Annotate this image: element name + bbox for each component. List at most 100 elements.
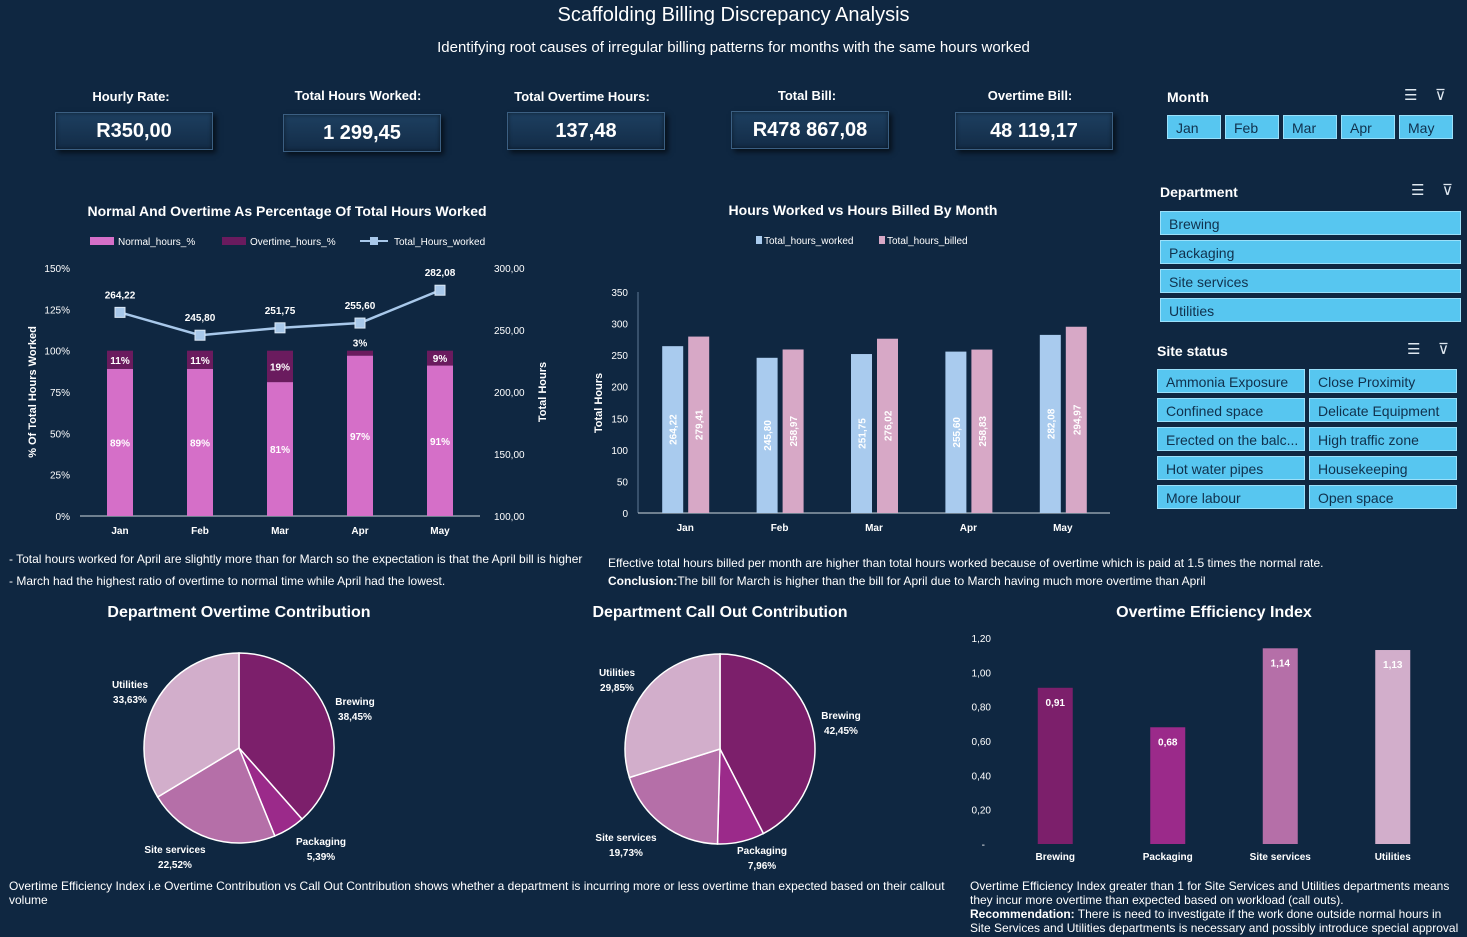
bar-normal xyxy=(187,368,213,516)
x-tick-label: Feb xyxy=(191,526,209,537)
x-tick-label: Jan xyxy=(677,523,694,534)
bar-hours-worked xyxy=(662,346,684,513)
site-status-delicate-equipment[interactable]: Delicate Equipment xyxy=(1309,398,1457,422)
department-slicer-utilities[interactable]: Utilities xyxy=(1160,298,1461,322)
multi-select-icon[interactable]: ☰ xyxy=(1407,341,1421,358)
callout-pie-chart: Brewing 42,45% Packaging 7,96% Site services… xyxy=(595,653,861,872)
callout-pie-title: Department Call Out Contribution xyxy=(592,604,848,621)
clear-filter-icon[interactable]: ⊽ xyxy=(1435,87,1446,104)
data-label: 0,68 xyxy=(1158,737,1178,748)
department-slicer-title: Department xyxy=(1160,184,1238,200)
x-tick-label: Mar xyxy=(271,526,289,537)
data-label: 251,75 xyxy=(858,418,869,449)
bar-normal xyxy=(107,368,133,516)
month-slicer-feb[interactable]: Feb xyxy=(1225,115,1279,139)
y-tick-label: 25% xyxy=(50,471,70,482)
legend-label: Total_Hours_worked xyxy=(394,237,485,248)
department-slicer-packaging[interactable]: Packaging xyxy=(1160,240,1461,264)
billed-chart-title: Hours Worked vs Hours Billed By Month xyxy=(728,202,998,218)
site-status-high-traffic-zone[interactable]: High traffic zone xyxy=(1309,427,1457,451)
y-tick-label: 0 xyxy=(622,509,628,520)
x-tick-label: May xyxy=(430,526,450,537)
bar-efficiency xyxy=(1262,648,1298,844)
y2-tick-label: 150,00 xyxy=(494,450,525,461)
bar-hours-billed xyxy=(782,349,804,513)
data-label: 255,60 xyxy=(952,417,963,448)
y-tick-label: 125% xyxy=(44,305,70,316)
note-recommendation: Overtime Efficiency Index greater than 1… xyxy=(970,879,1460,937)
y-tick-label: 150% xyxy=(44,264,70,275)
bar-hours-worked xyxy=(851,354,872,513)
data-label: 0,91 xyxy=(1046,698,1066,709)
data-label-normal: 89% xyxy=(110,438,130,449)
pie-slice-name: Site services xyxy=(595,833,657,844)
legend-label: Total_hours_worked xyxy=(764,236,854,247)
x-tick-label: Jan xyxy=(111,526,128,537)
pie-slice xyxy=(238,652,335,821)
note-efficiency: Overtime Efficiency Index i.e Overtime C… xyxy=(9,879,945,907)
conclusion-label: Conclusion: xyxy=(608,574,678,588)
month-slicer-apr[interactable]: Apr xyxy=(1341,115,1395,139)
data-label-overtime: 19% xyxy=(270,362,290,373)
data-label-total-hours: 282,08 xyxy=(425,268,456,279)
pie-slice-name: Brewing xyxy=(335,697,374,708)
pie-slice-value: 29,85% xyxy=(600,683,634,694)
site-status-erected-on-balcony[interactable]: Erected on the balc... xyxy=(1157,427,1305,451)
month-slicer-may[interactable]: May xyxy=(1399,115,1453,139)
legend-label: Normal_hours_% xyxy=(118,237,195,248)
bar-normal xyxy=(427,365,453,516)
y2-tick-label: 300,00 xyxy=(494,264,525,275)
site-status-housekeeping[interactable]: Housekeeping xyxy=(1309,456,1457,480)
legend-swatch xyxy=(879,236,885,244)
department-slicer-site-services[interactable]: Site services xyxy=(1160,269,1461,293)
bar-overtime xyxy=(347,350,373,356)
pie-slice-value: 42,45% xyxy=(824,726,858,737)
department-slicer-brewing[interactable]: Brewing xyxy=(1160,211,1461,235)
overtime-pie-chart: Brewing 38,45% Packaging 5,39% Site services… xyxy=(112,652,375,871)
legend-swatch xyxy=(222,237,246,245)
bar-hours-worked xyxy=(1039,334,1061,513)
bar-efficiency xyxy=(1375,650,1411,844)
legend-marker xyxy=(370,237,378,245)
x-tick-label: Apr xyxy=(960,523,977,534)
kpi-value-overtime-hours: 137,48 xyxy=(507,112,665,150)
legend-label: Total_hours_billed xyxy=(887,236,968,247)
recommendation-text: There is need to investigate if the work… xyxy=(970,907,1459,935)
y-tick-label: 150 xyxy=(611,414,628,425)
bar-overtime xyxy=(107,350,133,369)
month-slicer-jan[interactable]: Jan xyxy=(1167,115,1221,139)
multi-select-icon[interactable]: ☰ xyxy=(1411,182,1425,199)
multi-select-icon[interactable]: ☰ xyxy=(1404,87,1418,104)
recommendation-label: Recommendation: xyxy=(970,907,1075,921)
y2-tick-label: 200,00 xyxy=(494,388,525,399)
data-label-overtime: 11% xyxy=(110,356,130,367)
site-status-ammonia-exposure[interactable]: Ammonia Exposure xyxy=(1157,369,1305,393)
line-marker xyxy=(274,322,286,334)
y-tick-label: 300 xyxy=(611,320,628,331)
legend-swatch xyxy=(756,236,762,244)
clear-filter-icon[interactable]: ⊽ xyxy=(1438,341,1449,358)
site-status-close-proximity[interactable]: Close Proximity xyxy=(1309,369,1457,393)
kpi-value-hourly-rate: R350,00 xyxy=(55,112,213,150)
month-slicer-mar[interactable]: Mar xyxy=(1283,115,1337,139)
y-tick-label: 250 xyxy=(611,351,628,362)
y-tick-label: 100% xyxy=(44,347,70,358)
pie-slice-name: Utilities xyxy=(599,668,636,679)
bar-overtime xyxy=(187,350,213,369)
pie-slice-value: 5,39% xyxy=(307,852,335,863)
pie-slice-name: Utilities xyxy=(112,680,149,691)
y2-tick-label: 250,00 xyxy=(494,326,525,337)
kpi-value-total-hours: 1 299,45 xyxy=(283,114,441,152)
data-label-total-hours: 251,75 xyxy=(265,306,296,317)
site-status-more-labour[interactable]: More labour xyxy=(1157,485,1305,509)
y-tick-label: - xyxy=(982,840,985,851)
site-status-open-space[interactable]: Open space xyxy=(1309,485,1457,509)
pie-slice xyxy=(628,747,721,845)
bar-overtime xyxy=(267,350,293,383)
data-label: 1,14 xyxy=(1271,658,1291,669)
pie-slice-value: 33,63% xyxy=(113,695,147,706)
site-status-confined-space[interactable]: Confined space xyxy=(1157,398,1305,422)
clear-filter-icon[interactable]: ⊽ xyxy=(1442,182,1453,199)
site-status-hot-water-pipes[interactable]: Hot water pipes xyxy=(1157,456,1305,480)
data-label-overtime: 3% xyxy=(353,339,368,350)
